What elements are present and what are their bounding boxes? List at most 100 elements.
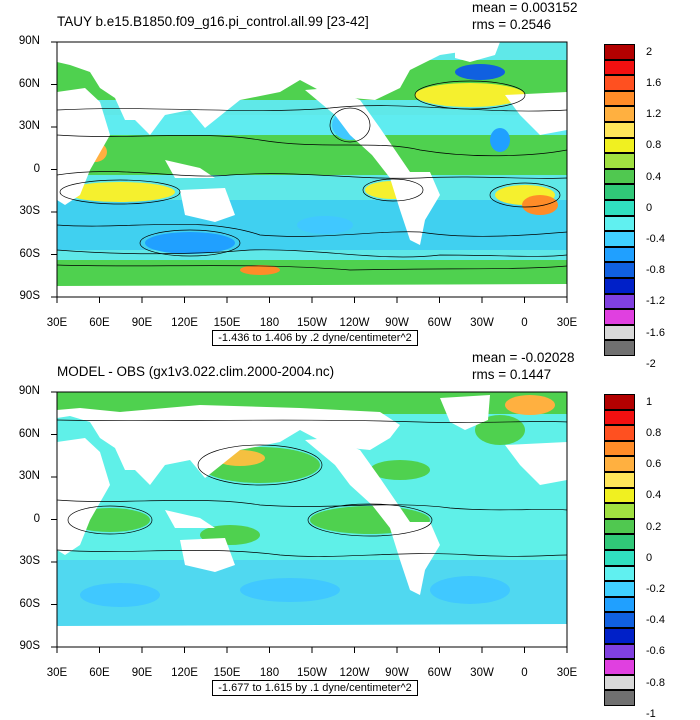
lon-label: 120W	[339, 667, 370, 679]
europe-land	[505, 442, 567, 485]
lon-label: 90E	[131, 667, 153, 679]
colorbar-swatch	[604, 581, 635, 597]
contour-line	[197, 444, 323, 486]
colorbar-label: -0.6	[646, 645, 665, 658]
colorbar-label: 1.6	[646, 77, 662, 89]
greenland-land	[440, 395, 490, 430]
colorbar-swatch	[604, 487, 635, 504]
lat-label: 30N	[18, 120, 40, 132]
colorbar-swatch	[604, 246, 635, 263]
contour-line	[307, 503, 433, 537]
colorbar-swatch	[604, 293, 635, 310]
colorbar-label: 1	[646, 395, 653, 408]
colorbar-label: 2	[646, 45, 653, 58]
colorbar-swatch	[604, 534, 635, 550]
lat-label: 60S	[19, 248, 40, 260]
contour-line	[329, 107, 371, 143]
colorbar-swatch	[604, 409, 635, 426]
colorbar-label: 0	[646, 551, 653, 564]
colorbar-swatch	[604, 200, 635, 216]
indonesia-land	[165, 510, 215, 528]
colorbar-label: 0.4	[646, 489, 662, 502]
panel-title: MODEL - OBS (gx1v3.022.clim.2000-2004.nc…	[57, 364, 335, 379]
americas-land	[305, 88, 440, 245]
colorbar-label: 0.4	[646, 170, 662, 183]
field-high	[240, 265, 280, 275]
colorbar-swatch	[604, 472, 635, 488]
contour-line	[57, 105, 567, 112]
colorbar-swatch	[604, 394, 635, 410]
colorbar-label: 0.2	[646, 520, 662, 533]
rms-value: rms = 0.1447	[472, 367, 552, 382]
lon-label: 60E	[89, 667, 110, 679]
lon-label: 150W	[296, 667, 328, 679]
colorbar-label: -1	[646, 707, 656, 720]
top-map-panel: TAUY b.e15.B1850.f09_g16.pi_control.all.…	[0, 0, 700, 370]
lon-label: 120W	[339, 317, 370, 329]
axis-ticks	[51, 41, 568, 303]
lat-label: 0	[33, 513, 40, 525]
colorbar-swatch	[604, 137, 635, 154]
lon-label: 30E	[46, 667, 68, 679]
land-masses	[57, 395, 567, 647]
africa-land	[57, 438, 110, 555]
lon-label: 30E	[46, 317, 68, 329]
lon-label: 30E	[556, 667, 578, 679]
lon-label: 90W	[385, 317, 409, 329]
colorbar-label: 0.8	[646, 427, 662, 439]
lon-label: 0	[521, 317, 528, 329]
lat-label: 90S	[19, 640, 40, 652]
contour-line	[139, 229, 241, 257]
field-low	[430, 576, 510, 604]
colorbar-label: 1.2	[646, 108, 662, 121]
lon-label: 120E	[171, 667, 198, 679]
field-band	[57, 115, 567, 135]
colorbar-label: 0.6	[646, 458, 662, 471]
americas-land	[305, 438, 440, 595]
contour-line	[57, 223, 567, 237]
contour-range-box: -1.436 to 1.406 by .2 dyne/centimeter^2	[212, 330, 418, 346]
contour-line	[57, 499, 567, 511]
map-canvas	[51, 41, 568, 303]
field-low	[145, 232, 235, 254]
colorbar-label: 0	[646, 201, 653, 214]
lon-label: 90E	[131, 317, 153, 329]
lat-label: 30N	[18, 470, 40, 482]
colorbar-swatch	[604, 565, 635, 582]
colorbar-label: -1.2	[646, 295, 665, 308]
indonesia-land	[165, 160, 215, 178]
field-high	[415, 83, 525, 107]
antarctica-land	[57, 624, 567, 647]
lat-label: 30S	[19, 205, 40, 217]
lon-label: 30W	[470, 317, 494, 329]
colorbar-swatch	[604, 340, 635, 356]
contour-line	[59, 179, 181, 205]
contour-line	[57, 549, 567, 557]
colorbar-label: -0.8	[646, 264, 665, 277]
contour-line	[57, 264, 567, 271]
field-low	[455, 64, 505, 80]
lon-label: 30W	[470, 667, 494, 679]
australia-land	[180, 188, 235, 222]
field-low	[490, 128, 510, 152]
panel-title: TAUY b.e15.B1850.f09_g16.pi_control.all.…	[57, 14, 369, 29]
mean-value: mean = -0.02028	[472, 350, 575, 365]
colorbar-swatch	[604, 231, 635, 247]
australia-land	[180, 538, 235, 572]
colorbar-swatch	[604, 690, 635, 706]
field-low	[297, 216, 353, 234]
map-canvas	[51, 391, 568, 653]
colorbar-swatch	[604, 425, 635, 441]
contour-line	[57, 419, 567, 423]
colorbar-swatch	[604, 184, 635, 200]
contour-range-box: -1.677 to 1.615 by .1 dyne/centimeter^2	[212, 680, 418, 696]
lon-label: 60W	[427, 667, 452, 679]
lon-label: 0	[521, 667, 528, 679]
lon-label: 60W	[427, 317, 452, 329]
lon-label: 60E	[89, 317, 110, 329]
lon-label: 180	[259, 317, 280, 329]
field-band	[57, 130, 567, 175]
lon-label: 150W	[296, 317, 328, 329]
colorbar-swatch	[604, 278, 635, 294]
colorbar-swatch	[604, 596, 635, 613]
